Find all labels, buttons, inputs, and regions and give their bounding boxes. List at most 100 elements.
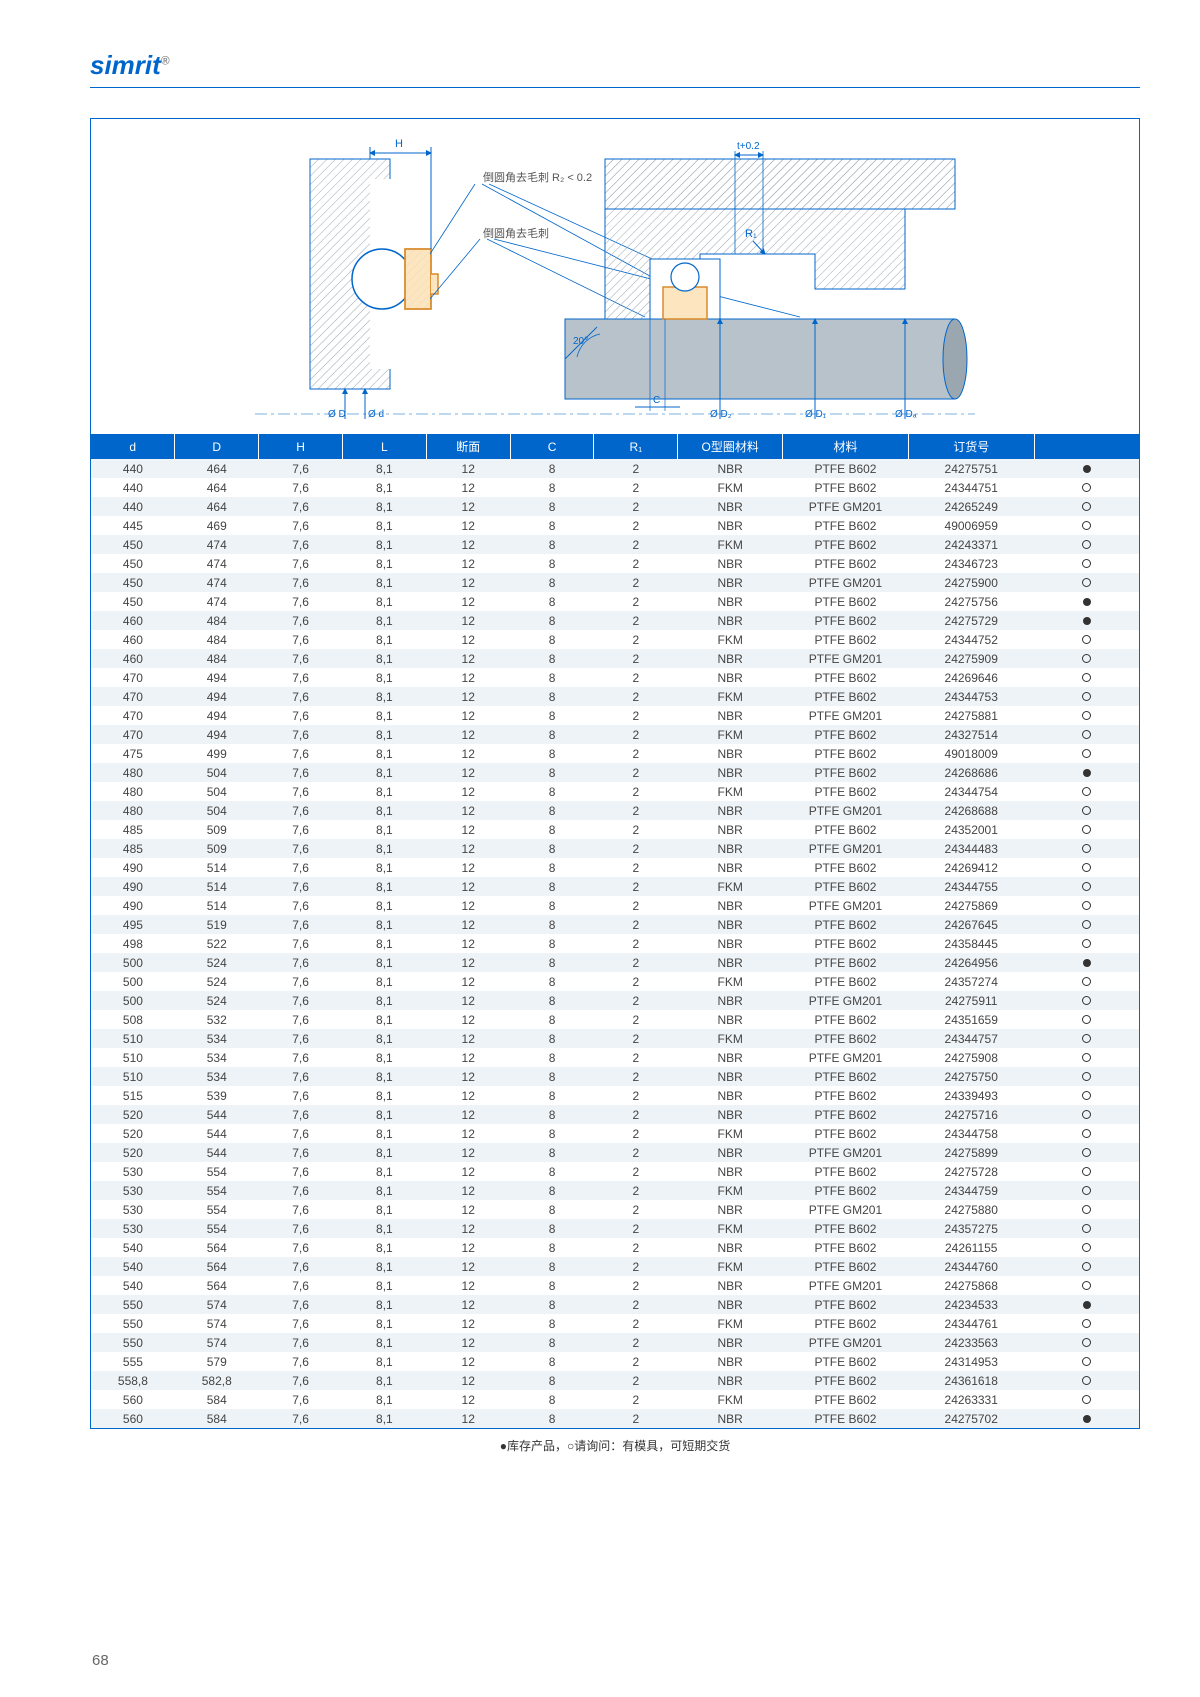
hollow-dot-icon [1082, 1338, 1091, 1347]
table-cell: 558,8 [91, 1371, 175, 1390]
table-cell: 2 [594, 1276, 678, 1295]
table-cell [1034, 1181, 1139, 1200]
table-cell: 49018009 [908, 744, 1034, 763]
table-cell: PTFE B602 [783, 1314, 909, 1333]
table-cell: 8 [510, 630, 594, 649]
table-cell: 579 [175, 1352, 259, 1371]
table-cell: PTFE GM201 [783, 896, 909, 915]
table-cell: 12 [426, 1048, 510, 1067]
table-cell: 24275716 [908, 1105, 1034, 1124]
table-cell: 7,6 [259, 763, 343, 782]
table-row: 5105347,68,11282NBRPTFE GM20124275908 [91, 1048, 1139, 1067]
table-cell: 24346723 [908, 554, 1034, 573]
table-cell: 12 [426, 839, 510, 858]
table-cell [1034, 630, 1139, 649]
table-cell: 560 [91, 1390, 175, 1409]
table-cell [1034, 991, 1139, 1010]
table-cell: FKM [678, 1314, 783, 1333]
table-cell: 8 [510, 1029, 594, 1048]
svg-text:Ø D₂: Ø D₂ [710, 409, 732, 420]
table-cell: 540 [91, 1238, 175, 1257]
table-cell [1034, 744, 1139, 763]
table-cell: 574 [175, 1333, 259, 1352]
table-cell: 12 [426, 1390, 510, 1409]
table-cell: 24275881 [908, 706, 1034, 725]
table-cell: 474 [175, 592, 259, 611]
table-cell: 8,1 [342, 877, 426, 896]
table-cell: 555 [91, 1352, 175, 1371]
table-cell: NBR [678, 573, 783, 592]
hollow-dot-icon [1082, 825, 1091, 834]
table-cell: FKM [678, 1181, 783, 1200]
table-cell: 8,1 [342, 1295, 426, 1314]
table-cell: 24352001 [908, 820, 1034, 839]
table-cell: 12 [426, 1219, 510, 1238]
table-cell: PTFE B602 [783, 592, 909, 611]
table-cell: 564 [175, 1276, 259, 1295]
table-cell: PTFE GM201 [783, 1143, 909, 1162]
table-cell: 7,6 [259, 1067, 343, 1086]
table-cell: 12 [426, 516, 510, 535]
table-row: 4805047,68,11282NBRPTFE GM20124268688 [91, 801, 1139, 820]
table-cell: 7,6 [259, 1371, 343, 1390]
table-cell: 7,6 [259, 915, 343, 934]
table-cell: 24268688 [908, 801, 1034, 820]
table-cell: 12 [426, 896, 510, 915]
table-cell: 8 [510, 1219, 594, 1238]
table-row: 4504747,68,11282NBRPTFE B60224346723 [91, 554, 1139, 573]
table-cell: 514 [175, 896, 259, 915]
table-cell: PTFE B602 [783, 763, 909, 782]
hollow-dot-icon [1082, 1091, 1091, 1100]
table-cell: 2 [594, 991, 678, 1010]
table-cell: 8,1 [342, 668, 426, 687]
table-cell: 550 [91, 1295, 175, 1314]
table-cell: 8,1 [342, 953, 426, 972]
table-cell: 12 [426, 858, 510, 877]
table-row: 4504747,68,11282NBRPTFE GM20124275900 [91, 573, 1139, 592]
table-cell [1034, 858, 1139, 877]
hollow-dot-icon [1082, 1072, 1091, 1081]
table-cell: 8 [510, 1371, 594, 1390]
table-cell [1034, 649, 1139, 668]
table-cell: FKM [678, 877, 783, 896]
hollow-dot-icon [1082, 939, 1091, 948]
table-cell: 7,6 [259, 1219, 343, 1238]
table-cell [1034, 953, 1139, 972]
table-cell [1034, 1200, 1139, 1219]
table-cell: 2 [594, 459, 678, 478]
table-cell: 7,6 [259, 1124, 343, 1143]
table-cell: 2 [594, 839, 678, 858]
hollow-dot-icon [1082, 882, 1091, 891]
hollow-dot-icon [1082, 1281, 1091, 1290]
table-cell: 450 [91, 592, 175, 611]
table-cell: 12 [426, 706, 510, 725]
table-cell [1034, 801, 1139, 820]
table-cell: 7,6 [259, 953, 343, 972]
table-row: 4855097,68,11282NBRPTFE GM20124344483 [91, 839, 1139, 858]
table-cell: 8,1 [342, 782, 426, 801]
table-cell: 470 [91, 725, 175, 744]
table-cell: NBR [678, 554, 783, 573]
table-cell: 550 [91, 1314, 175, 1333]
table-cell: 509 [175, 839, 259, 858]
table-row: 5085327,68,11282NBRPTFE B60224351659 [91, 1010, 1139, 1029]
table-cell: 24268686 [908, 763, 1034, 782]
table-cell: 24314953 [908, 1352, 1034, 1371]
table-cell: FKM [678, 972, 783, 991]
table-cell: 24275900 [908, 573, 1034, 592]
table-cell: 480 [91, 763, 175, 782]
table-cell: 24327514 [908, 725, 1034, 744]
table-cell: PTFE B602 [783, 1029, 909, 1048]
table-cell: PTFE B602 [783, 972, 909, 991]
hollow-dot-icon [1082, 1148, 1091, 1157]
table-cell: 24275880 [908, 1200, 1034, 1219]
table-cell: 8 [510, 801, 594, 820]
table-cell: 2 [594, 934, 678, 953]
table-row: 5005247,68,11282NBRPTFE B60224264956 [91, 953, 1139, 972]
table-row: 4504747,68,11282NBRPTFE B60224275756 [91, 592, 1139, 611]
table-row: 4604847,68,11282NBRPTFE B60224275729 [91, 611, 1139, 630]
table-cell: 7,6 [259, 1010, 343, 1029]
hollow-dot-icon [1082, 1224, 1091, 1233]
table-cell: 7,6 [259, 1238, 343, 1257]
table-cell: 24275751 [908, 459, 1034, 478]
